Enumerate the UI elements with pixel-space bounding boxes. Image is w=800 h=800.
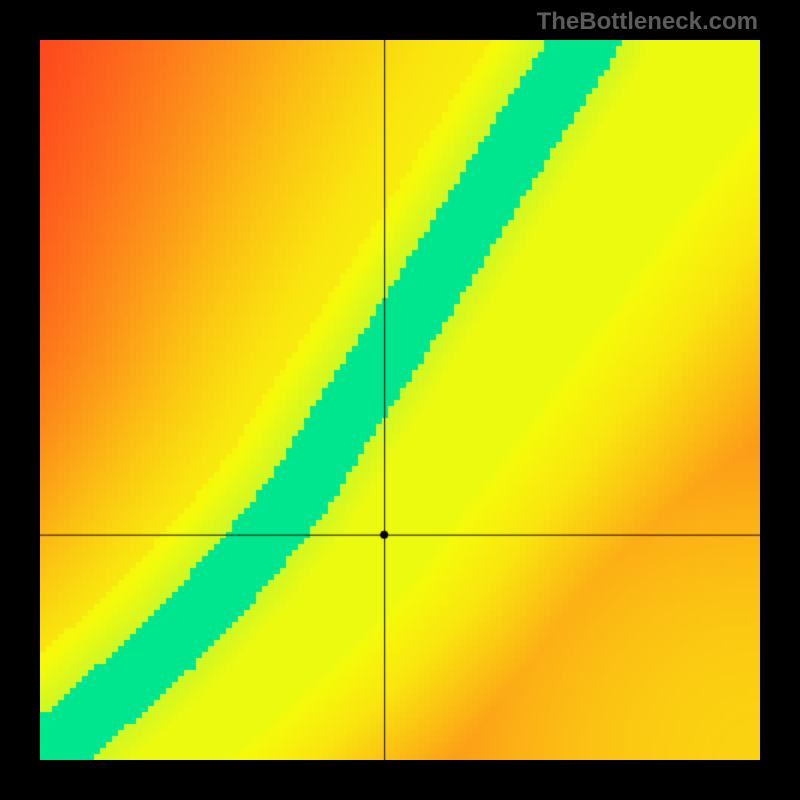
bottleneck-heatmap — [40, 40, 760, 760]
watermark-text: TheBottleneck.com — [537, 8, 758, 36]
